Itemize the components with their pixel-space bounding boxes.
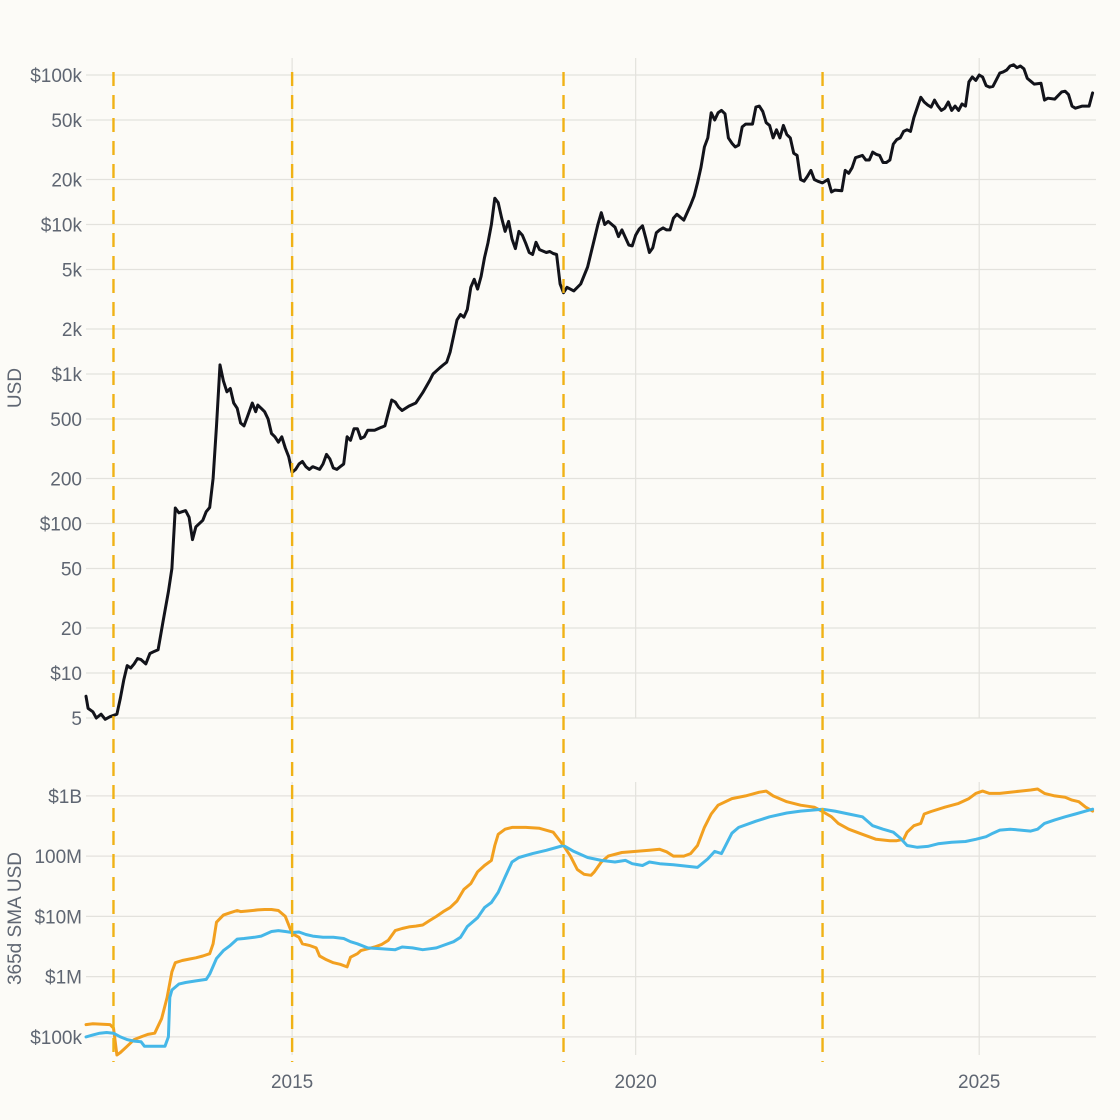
y-tick-label: $10k xyxy=(41,216,83,237)
y-axis-title: 365d SMA USD xyxy=(5,852,26,985)
y-tick-label: $100k xyxy=(30,1028,82,1049)
y-tick-label: $1B xyxy=(48,787,82,808)
y-tick-label: 500 xyxy=(50,410,82,431)
y-tick-label: $100 xyxy=(40,515,82,536)
y-tick-label: $100k xyxy=(30,66,82,87)
y-tick-label: $10 xyxy=(50,664,82,685)
y-tick-label: $1k xyxy=(51,365,82,386)
y-tick-label: 20k xyxy=(51,171,82,192)
series-line-2-2 xyxy=(84,807,1095,1048)
y-tick-label: 2k xyxy=(62,320,83,341)
y-tick-label: 50 xyxy=(61,560,82,581)
y-tick-label: 200 xyxy=(50,470,82,491)
y-axis-title: USD xyxy=(5,368,26,408)
x-tick-label: 2020 xyxy=(615,1072,657,1093)
y-tick-label: 50k xyxy=(51,111,82,132)
x-tick-label: 2015 xyxy=(271,1072,313,1093)
y-tick-label: 5k xyxy=(62,261,83,282)
series-line-1-1 xyxy=(84,63,1095,721)
y-tick-label: $10M xyxy=(34,907,82,928)
y-tick-label: 5 xyxy=(71,709,82,730)
y-tick-label: $1M xyxy=(45,968,82,989)
series-line-2-1 xyxy=(84,787,1095,1057)
y-tick-label: 100M xyxy=(34,847,82,868)
x-tick-label: 2025 xyxy=(958,1072,1000,1093)
y-tick-label: 20 xyxy=(61,619,82,640)
